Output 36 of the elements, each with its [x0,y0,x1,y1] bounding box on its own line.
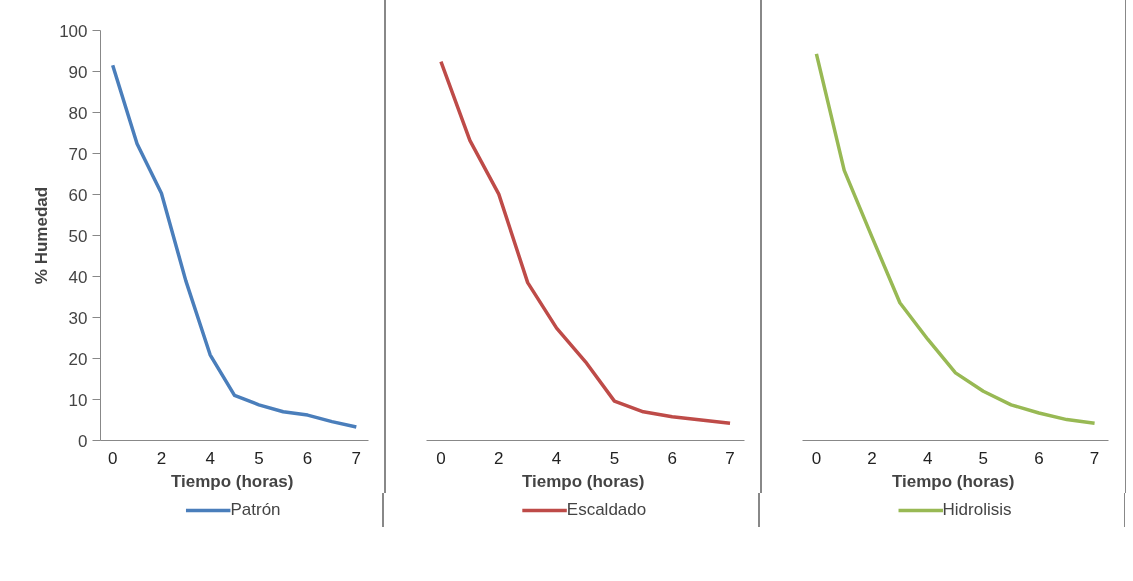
y-tick-label: 20 [68,349,88,369]
y-tick-label: 60 [68,185,88,205]
legend-label: Patrón [230,500,281,520]
y-tick-label: 100 [59,21,88,41]
legend-label: Hidrolisis [942,500,1012,520]
y-tick-label: 80 [68,103,88,123]
y-tick-label: 10 [68,390,88,410]
x-tick-label: 7 [725,448,735,468]
x-axis-title: Tiempo (horas) [891,471,1015,491]
x-tick-label: 6 [302,448,313,468]
x-tick-label: 2 [867,448,877,468]
y-tick-label: 0 [78,431,88,451]
x-tick-label: 5 [609,448,620,468]
x-axis-title: Tiempo (horas) [170,471,294,491]
x-tick-label: 2 [156,448,167,468]
y-tick-label: 40 [68,267,88,287]
y-tick-label: 50 [68,226,88,246]
x-tick-label: 0 [107,448,118,468]
x-tick-label: 5 [978,448,989,468]
y-tick-label: 70 [68,144,88,164]
x-tick-label: 6 [667,448,677,468]
x-tick-label: 7 [351,448,362,468]
y-axis-title: % Humedad [32,186,52,285]
x-tick-label: 4 [551,448,562,468]
y-tick-label: 30 [68,308,88,328]
x-tick-label: 4 [205,448,215,468]
x-tick-label: 7 [1089,448,1100,468]
x-tick-label: 2 [494,448,504,468]
x-tick-label: 0 [811,448,822,468]
legend-label: Escaldado [566,500,647,520]
x-axis-title: Tiempo (horas) [521,471,645,491]
x-tick-label: 0 [436,448,446,468]
y-tick-label: 90 [68,62,88,82]
x-tick-label: 5 [254,448,264,468]
x-tick-label: 6 [1034,448,1044,468]
x-tick-label: 4 [922,448,933,468]
